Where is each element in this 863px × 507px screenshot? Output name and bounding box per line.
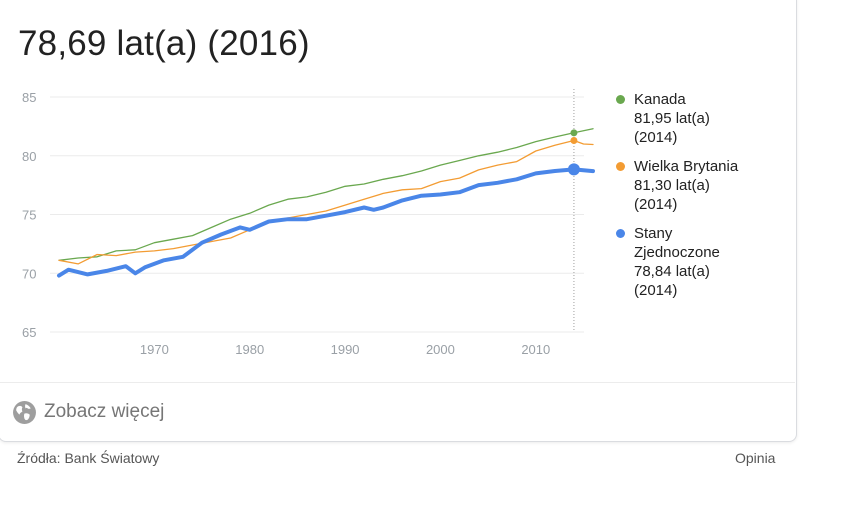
result-card bbox=[0, 0, 797, 442]
legend-text: 81,30 lat(a) bbox=[634, 177, 710, 194]
legend-text: 78,84 lat(a) bbox=[634, 263, 710, 280]
legend-text: 81,95 lat(a) bbox=[634, 110, 710, 127]
legend-dot bbox=[616, 229, 625, 238]
x-tick-label: 1980 bbox=[235, 342, 264, 357]
divider bbox=[0, 382, 795, 383]
see-more-label: Zobacz więcej bbox=[44, 401, 165, 422]
highlight-point bbox=[570, 129, 578, 137]
x-tick-label: 1970 bbox=[140, 342, 169, 357]
series-line bbox=[58, 139, 594, 265]
headline-value: 78,69 lat(a) (2016) bbox=[18, 24, 310, 63]
x-tick-label: 2010 bbox=[521, 342, 550, 357]
x-tick-label: 1990 bbox=[331, 342, 360, 357]
chart-legend: Kanada 81,95 lat(a) (2014) Wielka Brytania 8… bbox=[616, 90, 786, 310]
life-expectancy-chart: 65 70 75 80 85 1970 1980 1990 2000 2010 bbox=[22, 89, 595, 357]
legend-item: Kanada 81,95 lat(a) (2014) bbox=[616, 90, 786, 147]
see-more-link[interactable]: Zobacz więcej bbox=[12, 398, 164, 426]
legend-text: Zjednoczone bbox=[634, 244, 720, 261]
source-label: Źródła: Bank Światowy bbox=[17, 450, 160, 466]
globe-icon bbox=[13, 400, 36, 424]
y-tick-label: 85 bbox=[22, 90, 36, 105]
legend-text: Wielka Brytania bbox=[634, 158, 739, 175]
legend-dot bbox=[616, 162, 625, 171]
y-tick-label: 65 bbox=[22, 325, 36, 340]
y-tick-label: 80 bbox=[22, 149, 36, 164]
highlight-point bbox=[570, 136, 578, 144]
legend-text: Stany bbox=[634, 225, 673, 242]
legend-text: (2014) bbox=[634, 129, 678, 146]
feedback-link[interactable]: Opinia bbox=[735, 450, 776, 466]
legend-item: Stany Zjednoczone 78,84 lat(a) (2014) bbox=[616, 224, 786, 300]
y-tick-label: 70 bbox=[22, 266, 36, 281]
legend-text: (2014) bbox=[634, 196, 678, 213]
series-line bbox=[58, 128, 594, 261]
y-tick-label: 75 bbox=[22, 208, 36, 223]
legend-text: Kanada bbox=[634, 91, 686, 108]
series-line bbox=[57, 167, 595, 278]
legend-text: (2014) bbox=[634, 282, 678, 299]
legend-dot bbox=[616, 95, 625, 104]
x-tick-label: 2000 bbox=[426, 342, 455, 357]
highlight-point bbox=[567, 163, 580, 176]
legend-item: Wielka Brytania 81,30 lat(a) (2014) bbox=[616, 157, 786, 214]
